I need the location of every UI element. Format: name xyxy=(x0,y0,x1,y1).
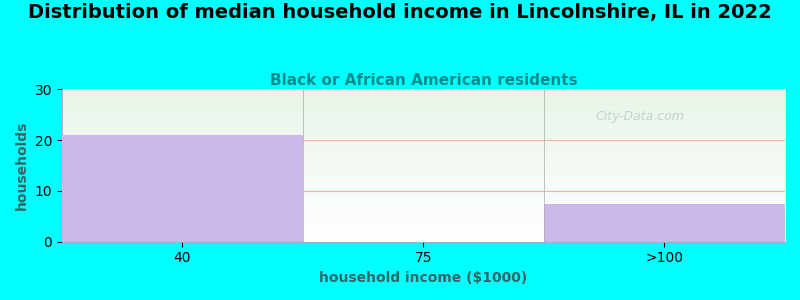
Bar xyxy=(62,135,303,242)
Title: Black or African American residents: Black or African American residents xyxy=(270,73,578,88)
Y-axis label: households: households xyxy=(15,121,29,210)
Text: City-Data.com: City-Data.com xyxy=(596,110,685,123)
Text: Distribution of median household income in Lincolnshire, IL in 2022: Distribution of median household income … xyxy=(28,3,772,22)
Bar xyxy=(544,204,785,242)
X-axis label: household income ($1000): household income ($1000) xyxy=(319,271,527,285)
